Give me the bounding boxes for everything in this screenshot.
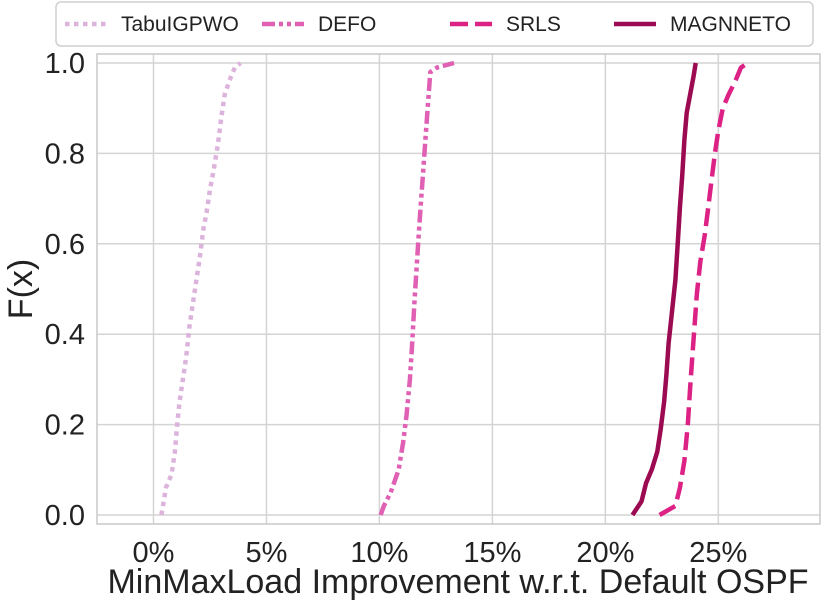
series-line bbox=[159, 61, 242, 516]
x-tick-label: 15% bbox=[463, 537, 521, 569]
legend-label: SRLS bbox=[506, 13, 561, 36]
x-tick-label: 5% bbox=[245, 537, 287, 569]
y-axis-title: F(x) bbox=[2, 259, 40, 319]
x-tick-label: 0% bbox=[133, 537, 175, 569]
x-tick-label: 25% bbox=[689, 537, 747, 569]
series-lines bbox=[159, 60, 749, 517]
legend-label: DEFO bbox=[318, 13, 376, 36]
plot-frame bbox=[96, 53, 821, 525]
y-tick-label: 0.0 bbox=[45, 500, 85, 532]
y-tick-label: 0.8 bbox=[45, 138, 85, 170]
series-line bbox=[378, 60, 455, 516]
legend-label: MAGNNETO bbox=[670, 13, 791, 36]
x-tick-label: 10% bbox=[350, 537, 408, 569]
x-tick-label: 20% bbox=[576, 537, 634, 569]
legend: TabuIGPWO DEFO SRLS MAGNNETO bbox=[55, 1, 814, 47]
y-tick-label: 0.2 bbox=[45, 410, 85, 442]
grid bbox=[97, 54, 820, 524]
series-line bbox=[630, 62, 698, 517]
y-tick-label: 0.4 bbox=[45, 319, 85, 351]
x-axis-title: MinMaxLoad Improvement w.r.t. Default OS… bbox=[107, 563, 808, 601]
y-tick-label: 0.6 bbox=[45, 229, 85, 261]
legend-label: TabuIGPWO bbox=[121, 13, 239, 36]
series-line bbox=[658, 61, 749, 517]
legend-box bbox=[55, 1, 814, 47]
y-tick-label: 1.0 bbox=[45, 48, 85, 80]
y-tick-labels: 0.0 0.2 0.4 0.6 0.8 1.0 bbox=[45, 48, 85, 532]
x-tick-labels: 0% 5% 10% 15% 20% 25% bbox=[133, 537, 748, 569]
